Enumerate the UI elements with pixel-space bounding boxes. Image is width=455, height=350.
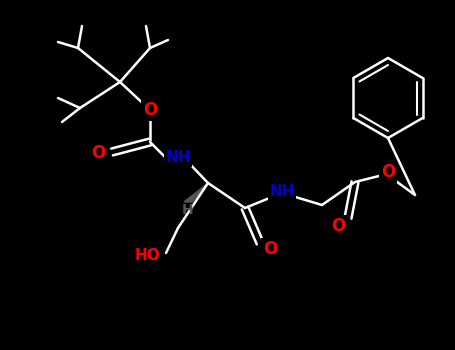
Text: HO: HO [135, 247, 161, 262]
Text: O: O [91, 144, 105, 162]
Text: O: O [331, 217, 345, 235]
Text: H: H [182, 203, 194, 217]
Text: O: O [143, 101, 157, 119]
Text: NH: NH [269, 184, 295, 200]
Text: NH: NH [165, 150, 191, 166]
Text: O: O [381, 163, 395, 181]
Polygon shape [184, 183, 208, 202]
Text: O: O [263, 240, 277, 258]
